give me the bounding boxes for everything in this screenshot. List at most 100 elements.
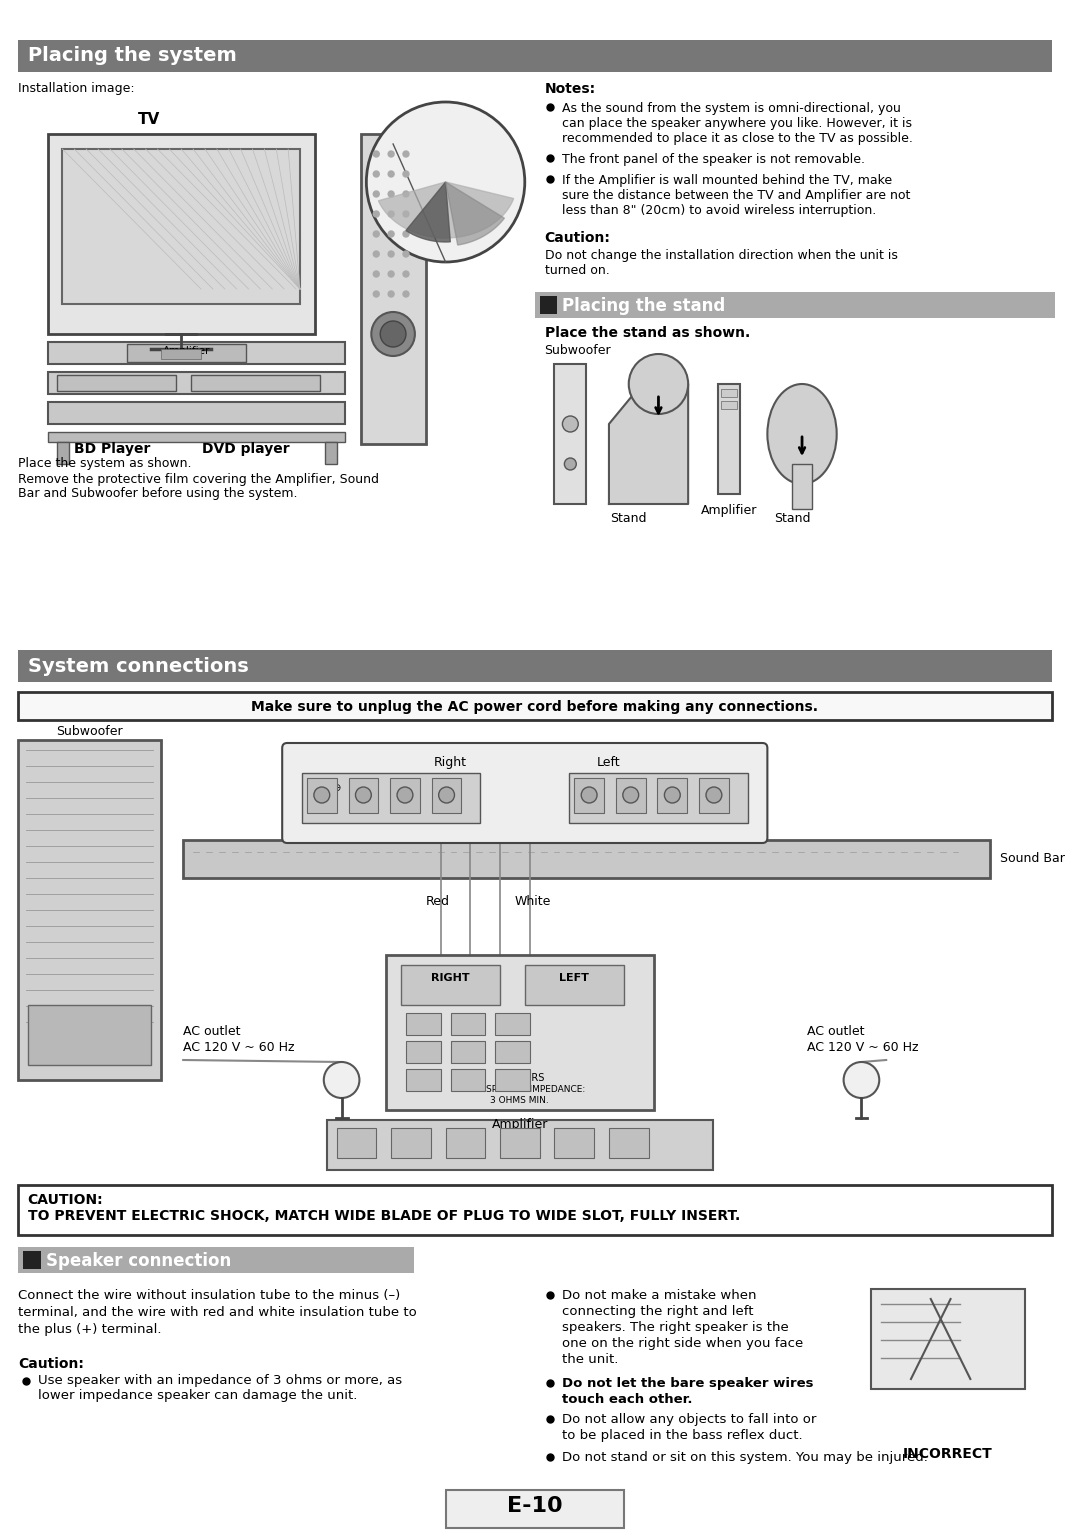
Circle shape [843, 1062, 879, 1098]
Bar [18, 692, 1052, 719]
Circle shape [403, 212, 409, 216]
Bar [446, 1127, 485, 1158]
Bar [18, 1247, 414, 1273]
Text: Caution:: Caution: [18, 1358, 83, 1371]
Text: speakers. The right speaker is the: speakers. The right speaker is the [563, 1321, 789, 1335]
Ellipse shape [768, 384, 837, 485]
Text: BD Player: BD Player [73, 442, 150, 456]
Circle shape [374, 272, 379, 278]
Bar [191, 374, 320, 391]
Bar [575, 778, 604, 813]
Bar [337, 1127, 376, 1158]
Polygon shape [446, 183, 504, 245]
Circle shape [374, 192, 379, 196]
Text: 3 OHMS MIN.: 3 OHMS MIN. [490, 1095, 550, 1104]
Text: recommended to place it as close to the TV as possible.: recommended to place it as close to the … [563, 132, 914, 146]
Polygon shape [378, 183, 514, 238]
Circle shape [664, 787, 680, 802]
Bar [616, 778, 646, 813]
Bar [658, 778, 687, 813]
Bar [720, 390, 737, 397]
Circle shape [374, 291, 379, 298]
Circle shape [403, 192, 409, 196]
Circle shape [314, 787, 329, 802]
Text: connecting the right and left: connecting the right and left [563, 1305, 754, 1318]
Text: ⊕ L ⊕: ⊕ L ⊕ [576, 782, 603, 793]
Bar [161, 350, 201, 359]
Text: Stand: Stand [774, 512, 810, 525]
Circle shape [388, 192, 394, 196]
Bar [48, 433, 345, 442]
Circle shape [581, 787, 597, 802]
Bar [63, 149, 300, 304]
Bar [327, 1120, 713, 1170]
Text: SPEAKERS: SPEAKERS [495, 1072, 545, 1083]
Bar [307, 778, 337, 813]
Bar [387, 956, 653, 1111]
Text: System connections: System connections [28, 657, 248, 676]
Text: RIGHT: RIGHT [431, 973, 470, 983]
Circle shape [374, 232, 379, 236]
Polygon shape [406, 183, 450, 242]
Text: Placing the stand: Placing the stand [563, 298, 726, 314]
Circle shape [388, 291, 394, 298]
Bar [406, 1012, 441, 1035]
Bar [48, 342, 345, 364]
Bar [525, 965, 624, 1005]
Text: Stand: Stand [610, 512, 647, 525]
Text: Red: Red [426, 894, 449, 908]
Text: CAUTION:: CAUTION: [28, 1193, 104, 1207]
Text: terminal, and the wire with red and white insulation tube to: terminal, and the wire with red and whit… [18, 1305, 417, 1319]
Bar [446, 1490, 624, 1528]
Text: ⊕ R ⊕: ⊕ R ⊕ [312, 782, 341, 793]
Circle shape [355, 787, 372, 802]
Circle shape [372, 311, 415, 356]
Circle shape [380, 321, 406, 347]
Bar [450, 1069, 485, 1091]
Text: LEFT: LEFT [559, 973, 590, 983]
Circle shape [374, 170, 379, 176]
Text: White: White [515, 894, 551, 908]
Text: Subwoofer: Subwoofer [544, 344, 611, 357]
Text: less than 8" (20cm) to avoid wireless interruption.: less than 8" (20cm) to avoid wireless in… [563, 204, 877, 216]
Bar [554, 1127, 594, 1158]
Bar [18, 40, 1052, 72]
Text: Place the system as shown.: Place the system as shown. [18, 457, 191, 469]
Text: Amplifier: Amplifier [701, 505, 757, 517]
Bar [792, 463, 812, 509]
Circle shape [374, 212, 379, 216]
Text: to be placed in the bass reflex duct.: to be placed in the bass reflex duct. [563, 1430, 804, 1442]
Bar [325, 442, 337, 463]
FancyBboxPatch shape [282, 742, 768, 844]
Bar [432, 778, 461, 813]
Text: The front panel of the speaker is not removable.: The front panel of the speaker is not re… [563, 153, 865, 166]
Text: INCORRECT: INCORRECT [903, 1447, 993, 1460]
Bar [720, 400, 737, 410]
Circle shape [388, 170, 394, 176]
Circle shape [403, 232, 409, 236]
Circle shape [374, 150, 379, 156]
Text: Caution:: Caution: [544, 232, 610, 245]
Circle shape [438, 787, 455, 802]
Text: Do not change the installation direction when the unit is: Do not change the installation direction… [544, 249, 897, 262]
Bar [401, 965, 500, 1005]
Bar [872, 1289, 1025, 1388]
Circle shape [366, 101, 525, 262]
Text: sure the distance between the TV and Amplifier are not: sure the distance between the TV and Amp… [563, 189, 910, 202]
Text: Right: Right [434, 756, 467, 769]
Text: Notes:: Notes: [544, 81, 596, 97]
Text: If the Amplifier is wall mounted behind the TV, make: If the Amplifier is wall mounted behind … [563, 173, 892, 187]
Bar [406, 1042, 441, 1063]
Text: TV: TV [137, 112, 160, 127]
Text: RATED SPEAKER IMPEDANCE:: RATED SPEAKER IMPEDANCE: [455, 1085, 585, 1094]
Circle shape [388, 232, 394, 236]
Bar [48, 133, 315, 334]
Text: the plus (+) terminal.: the plus (+) terminal. [18, 1322, 161, 1336]
Bar [569, 773, 747, 824]
Bar [450, 1042, 485, 1063]
Text: AC 120 V ~ 60 Hz: AC 120 V ~ 60 Hz [184, 1042, 295, 1054]
Polygon shape [609, 364, 688, 505]
Text: Placing the system: Placing the system [28, 46, 237, 64]
Text: Left: Left [597, 756, 621, 769]
Circle shape [565, 459, 577, 469]
